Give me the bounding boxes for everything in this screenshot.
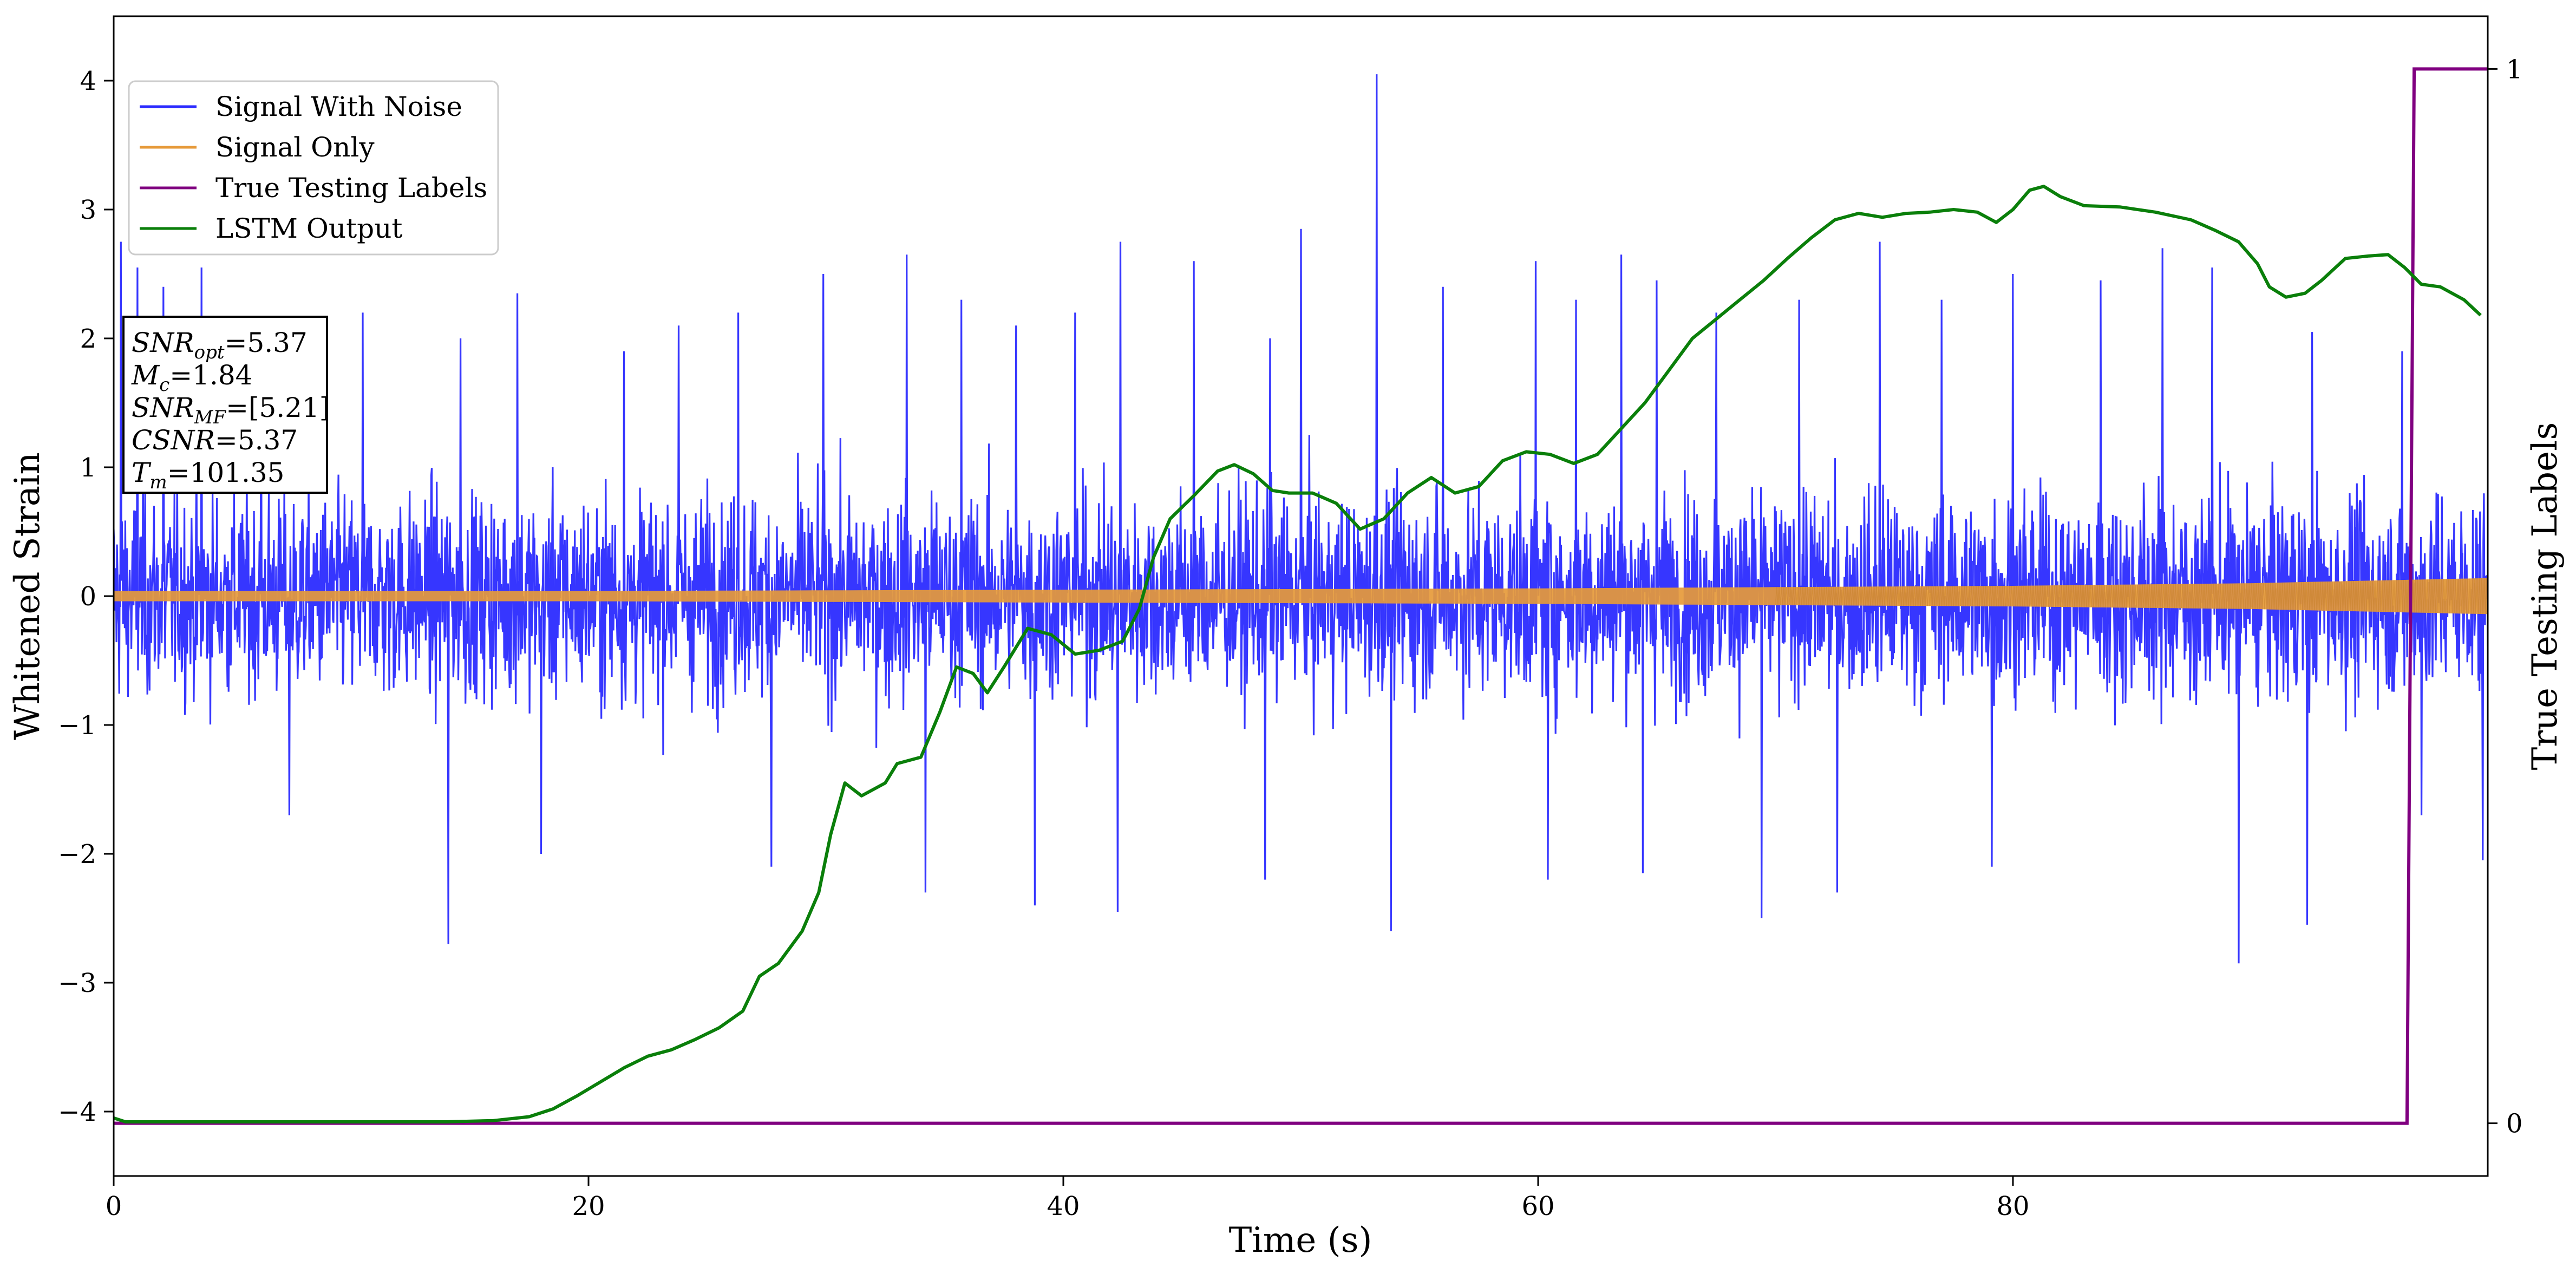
y-right-tick-label: 0 [2506, 1109, 2523, 1139]
metric-line: Mc=1.84 [131, 360, 252, 396]
signal-only-series [114, 578, 2488, 615]
metric-line: CSNR=5.37 [132, 424, 298, 456]
legend-label: Signal Only [215, 132, 375, 163]
x-axis: 0 20 40 60 80 [106, 1176, 2030, 1221]
x-tick-label: 40 [1047, 1191, 1080, 1221]
metric-line: SNRopt=5.37 [132, 327, 308, 363]
y-tick-label: 1 [80, 453, 96, 483]
signal-oscillation [1775, 578, 2488, 615]
metric-line: SNRMF=[5.21] [132, 392, 330, 428]
y-axis-right-label: True Testing Labels [2525, 422, 2565, 770]
y-right-tick-label: 1 [2506, 54, 2523, 84]
legend-label: Signal With Noise [215, 91, 462, 122]
true-testing-labels-series [114, 67, 2488, 1125]
y-tick-label: 4 [80, 66, 96, 96]
y-tick-label: −1 [58, 710, 96, 741]
x-axis-label: Time (s) [1229, 1220, 1372, 1260]
legend-box [128, 80, 499, 256]
y-axis-label: Whitened Strain [8, 452, 48, 740]
lstm-line [114, 185, 2482, 1123]
legend: Signal With Noise Signal Only True Testing… [128, 80, 499, 256]
x-tick-label: 80 [1996, 1191, 2029, 1221]
legend-label: LSTM Output [215, 213, 402, 244]
y-tick-label: 3 [80, 195, 96, 225]
legend-label: True Testing Labels [215, 172, 487, 204]
metric-line: Tm=101.35 [132, 457, 284, 493]
y-tick-label: −4 [58, 1097, 96, 1127]
y-tick-label: −3 [58, 968, 96, 998]
metrics-annotation: SNRopt=5.37Mc=1.84SNRMF=[5.21]CSNR=5.37T… [122, 316, 330, 494]
y-axis-right: 01 [2488, 54, 2523, 1139]
x-tick-label: 0 [106, 1191, 122, 1221]
lstm-output-series [114, 185, 2482, 1123]
x-tick-label: 20 [572, 1191, 605, 1221]
y-tick-label: 2 [80, 324, 96, 354]
y-axis-left: −4 −3 −2 −1 0 1 2 3 4 [58, 66, 114, 1127]
labels-line [114, 67, 2488, 1125]
x-tick-label: 60 [1521, 1191, 1554, 1221]
metrics-box [122, 316, 328, 494]
y-tick-label: 0 [80, 582, 96, 612]
y-tick-label: −2 [58, 839, 96, 870]
